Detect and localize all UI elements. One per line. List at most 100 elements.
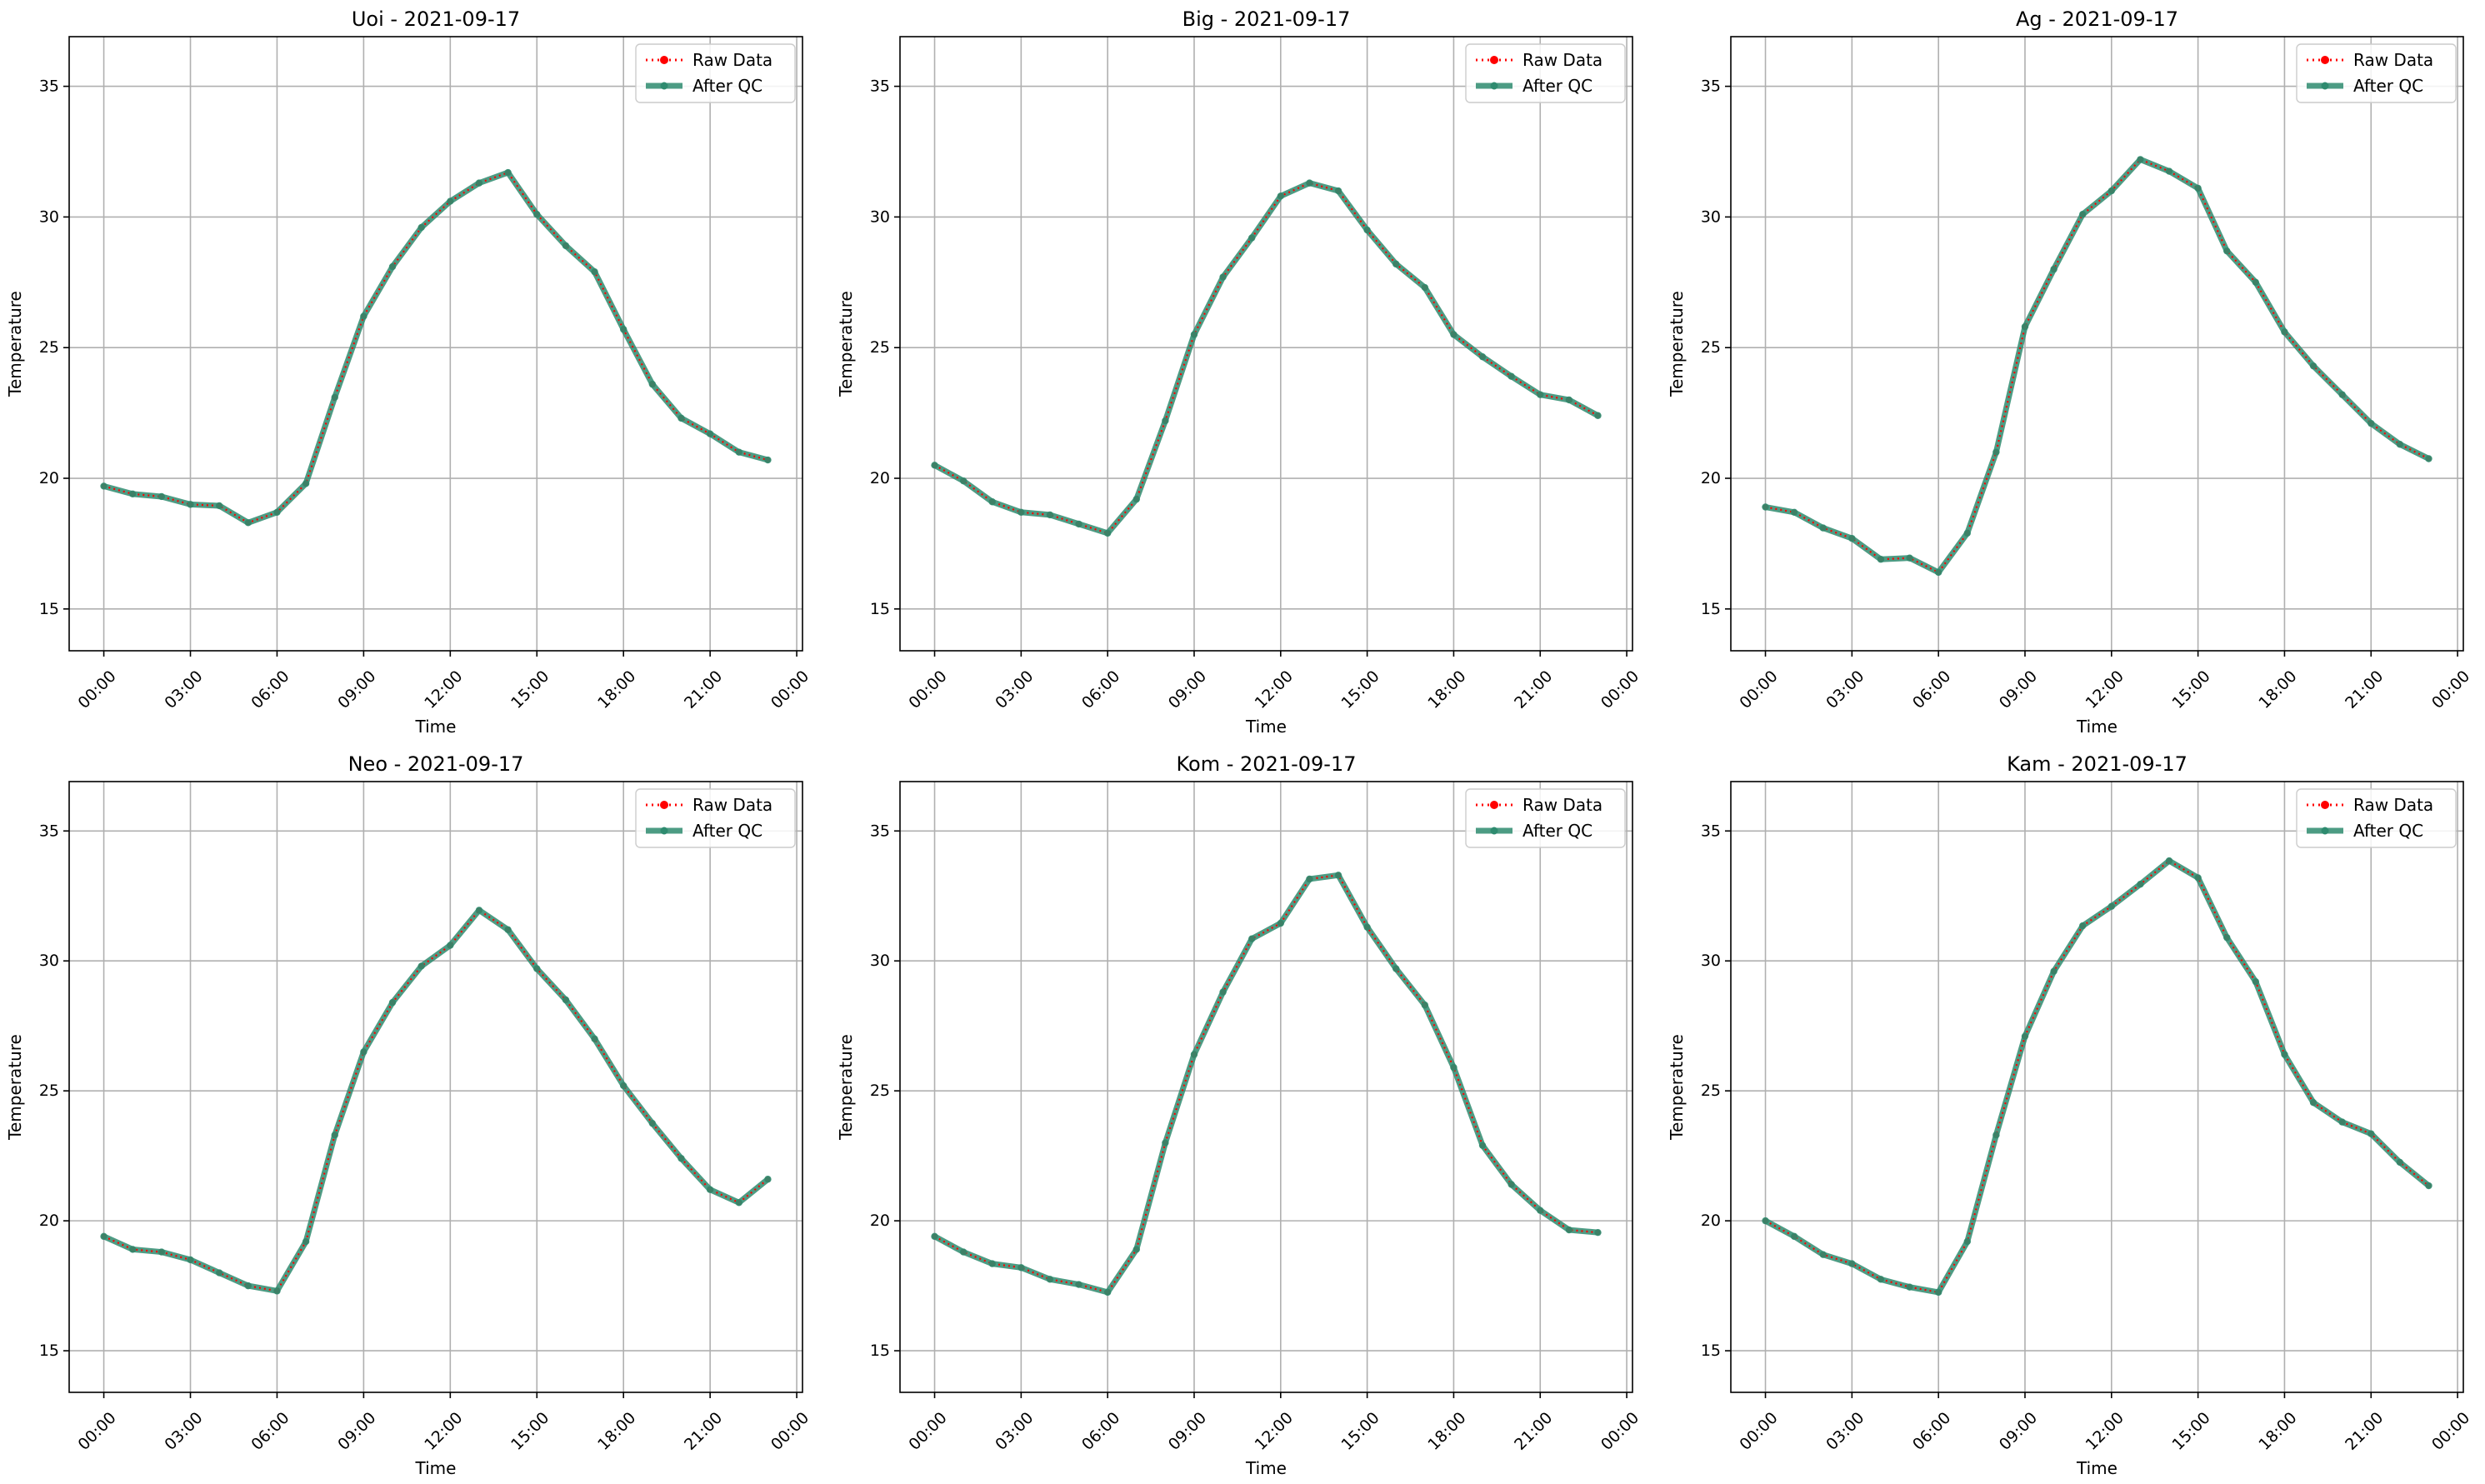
- qc-data-point: [187, 501, 194, 508]
- qc-data-point: [1277, 919, 1285, 927]
- x-tick-label: 09:00: [334, 667, 379, 712]
- y-tick-label: 20: [1701, 1212, 1721, 1230]
- x-tick-label: 03:00: [161, 1409, 206, 1454]
- y-tick-label: 25: [1701, 338, 1721, 357]
- chart-title: Kam - 2021-09-17: [2007, 752, 2188, 776]
- qc-data-point: [1594, 412, 1602, 419]
- legend-qc-marker: [2321, 82, 2329, 90]
- qc-data-point: [2108, 187, 2116, 195]
- x-tick-label: 21:00: [1511, 667, 1556, 712]
- qc-data-point: [533, 211, 541, 218]
- y-axis-label: Temperature: [836, 291, 856, 397]
- qc-data-point: [418, 962, 425, 970]
- y-tick-label: 35: [1701, 822, 1721, 840]
- x-tick-label: 09:00: [1165, 1409, 1210, 1454]
- x-tick-label: 18:00: [2255, 667, 2300, 712]
- y-axis-label: Temperature: [5, 1034, 25, 1141]
- qc-data-point: [418, 223, 425, 232]
- qc-data-point: [187, 1256, 194, 1264]
- legend-label-raw-data: Raw Data: [692, 50, 772, 70]
- qc-data-point: [1537, 1207, 1544, 1214]
- y-tick-label: 35: [39, 822, 59, 840]
- chart-panel-6: 00:00 03:00 06:00 09:00 12:00 15:00 18:00 21:00…: [1667, 752, 2473, 1478]
- qc-data-point: [1075, 1281, 1082, 1288]
- qc-data-point: [1450, 331, 1458, 338]
- x-tick-label: 21:00: [2342, 667, 2387, 712]
- qc-data-point: [1248, 935, 1256, 942]
- qc-data-point: [2281, 1051, 2288, 1058]
- qc-data-point: [1392, 965, 1400, 972]
- qc-data-point: [215, 502, 223, 510]
- qc-data-point: [1132, 495, 1140, 503]
- x-tick-label: 00:00: [74, 667, 119, 712]
- qc-data-point: [360, 1048, 368, 1056]
- qc-data-point: [1162, 417, 1169, 425]
- qc-data-point: [475, 907, 483, 914]
- qc-data-point: [2223, 247, 2231, 255]
- x-tick-label: 03:00: [1822, 667, 1868, 712]
- qc-data-point: [1877, 1276, 1885, 1283]
- qc-data-point: [988, 498, 996, 506]
- qc-data-point: [129, 1246, 137, 1253]
- x-tick-label: 15:00: [2168, 667, 2213, 712]
- qc-data-point: [591, 1035, 598, 1042]
- series-line-raw-data: [934, 874, 1598, 1294]
- y-tick-label: 20: [870, 469, 890, 487]
- qc-data-point: [273, 508, 281, 516]
- qc-data-point: [1421, 283, 1429, 292]
- series-line-raw-data: [934, 182, 1598, 535]
- qc-data-point: [1963, 529, 1971, 537]
- qc-data-point: [2338, 391, 2346, 398]
- qc-data-point: [2252, 977, 2260, 986]
- qc-data-point: [2021, 322, 2029, 331]
- qc-data-point: [591, 268, 598, 276]
- axes-frame: [68, 781, 803, 1393]
- y-tick-label: 30: [870, 952, 890, 970]
- qc-data-point: [1508, 1181, 1515, 1188]
- qc-data-point: [735, 1199, 742, 1207]
- qc-data-point: [988, 1260, 996, 1267]
- axes-frame: [68, 36, 803, 652]
- x-tick-label: 06:00: [248, 667, 292, 712]
- qc-data-point: [1848, 534, 1856, 542]
- qc-data-point: [158, 492, 166, 501]
- qc-data-point: [2309, 1099, 2318, 1107]
- qc-data-point: [2078, 211, 2087, 218]
- x-tick-label: 15:00: [2168, 1409, 2213, 1454]
- qc-data-point: [1848, 1260, 1856, 1267]
- y-tick-label: 15: [870, 1342, 890, 1360]
- x-tick-label: 18:00: [594, 1409, 639, 1454]
- qc-data-point: [678, 1155, 685, 1162]
- x-tick-label: 03:00: [992, 1409, 1037, 1454]
- qc-data-point: [2050, 265, 2058, 273]
- chart-panel-5: 00:00 03:00 06:00 09:00 12:00 15:00 18:00 21:00…: [836, 752, 1642, 1478]
- y-tick-label: 25: [1701, 1082, 1721, 1100]
- x-axis-label: Time: [2076, 1458, 2118, 1478]
- qc-data-point: [1906, 1283, 1913, 1291]
- legend-qc-marker: [660, 827, 668, 835]
- chart-panel-3: 00:00 03:00 06:00 09:00 12:00 15:00 18:00 21:00…: [1667, 7, 2473, 737]
- qc-data-point: [2165, 857, 2173, 865]
- legend-label-raw-data: Raw Data: [1522, 50, 1602, 70]
- x-tick-label: 21:00: [1511, 1409, 1556, 1454]
- legend-qc-marker: [1490, 82, 1498, 90]
- y-tick-label: 35: [39, 77, 59, 96]
- qc-data-point: [1762, 1217, 1769, 1225]
- x-tick-label: 06:00: [1078, 1409, 1123, 1454]
- qc-data-point: [678, 414, 685, 422]
- legend-label-raw-data: Raw Data: [1522, 795, 1602, 815]
- x-tick-label: 12:00: [1252, 667, 1297, 712]
- qc-data-point: [302, 1237, 310, 1246]
- qc-data-point: [2021, 1032, 2029, 1040]
- chart-title: Ag - 2021-09-17: [2016, 7, 2178, 31]
- x-axis-label: Time: [415, 717, 457, 737]
- qc-data-point: [1790, 1232, 1798, 1241]
- legend-qc-marker: [2321, 827, 2329, 835]
- qc-data-point: [244, 519, 252, 527]
- qc-data-point: [2309, 362, 2318, 370]
- chart-title: Uoi - 2021-09-17: [352, 7, 520, 31]
- series-line-after-qc: [1764, 156, 2431, 576]
- axes-frame: [1730, 36, 2464, 652]
- qc-data-point: [475, 179, 483, 187]
- qc-data-point: [562, 996, 570, 1004]
